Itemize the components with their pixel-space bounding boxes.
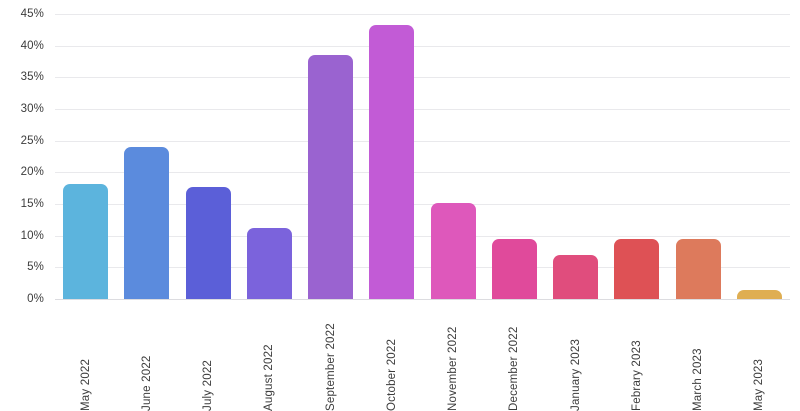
bar[interactable] [308, 54, 354, 299]
y-axis-tick-label: 20% [20, 166, 44, 179]
y-axis-tick-label: 5% [27, 261, 44, 274]
gridline [55, 204, 790, 205]
y-axis-tick-label: 10% [20, 229, 44, 242]
x-axis-tick-label: September 2022 [324, 323, 337, 411]
x-axis-tick: Febrary 2023 [606, 303, 667, 411]
gridline [55, 109, 790, 110]
x-axis-tick-label: July 2022 [202, 359, 215, 411]
bar-slot [300, 14, 361, 299]
y-axis-tick-label: 45% [20, 8, 44, 20]
x-axis-tick-label: December 2022 [508, 326, 521, 411]
x-axis-tick: November 2022 [423, 303, 484, 411]
x-axis-tick: January 2023 [545, 303, 606, 411]
x-axis-tick-label: May 2022 [79, 358, 92, 411]
x-axis-tick: October 2022 [361, 303, 422, 411]
gridline [55, 45, 790, 47]
bar-slot [178, 14, 239, 299]
x-axis-tick-label: November 2022 [447, 326, 460, 411]
bar[interactable] [246, 228, 292, 299]
bar[interactable] [185, 186, 231, 299]
x-axis-tick-label: August 2022 [263, 344, 276, 411]
x-axis-tick-label: May 2023 [753, 358, 766, 411]
x-axis-tick: July 2022 [178, 303, 239, 411]
axis-baseline [55, 299, 790, 300]
bar[interactable] [369, 24, 415, 299]
bar-slot [116, 14, 177, 299]
gridline [55, 235, 790, 237]
x-axis: May 2022 June 2022 July 2022 August 2022 Sep… [55, 303, 790, 411]
bar[interactable] [124, 147, 170, 299]
y-axis-tick-label: 15% [20, 198, 44, 210]
gridlines [55, 0, 790, 411]
x-axis-tick: August 2022 [239, 303, 300, 411]
x-axis-tick: May 2023 [729, 303, 790, 411]
x-axis-tick: May 2022 [55, 303, 116, 411]
gridline [55, 77, 790, 79]
x-axis-tick: June 2022 [116, 303, 177, 411]
bar[interactable] [491, 238, 537, 299]
bar-slot [423, 14, 484, 299]
bar-slot [668, 14, 729, 299]
gridline [55, 14, 790, 15]
bar[interactable] [736, 290, 782, 299]
bar-slot [239, 14, 300, 299]
bar-slot [545, 14, 606, 299]
y-axis-tick-label: 35% [20, 71, 44, 84]
bar-slot [606, 14, 667, 299]
y-axis-tick-label: 0% [27, 293, 44, 305]
x-axis-tick-label: October 2022 [385, 338, 398, 411]
x-axis-tick: September 2022 [300, 303, 361, 411]
gridline [55, 267, 790, 269]
gridline [55, 140, 790, 142]
bar-slot [55, 14, 116, 299]
y-axis-tick-label: 40% [20, 39, 44, 52]
x-axis-tick-label: March 2023 [692, 348, 705, 411]
bar-slot [729, 14, 790, 299]
bar-slot [484, 14, 545, 299]
bar-slot [361, 14, 422, 299]
x-axis-tick: March 2023 [668, 303, 729, 411]
bar[interactable] [430, 202, 476, 299]
bar[interactable] [675, 238, 721, 299]
bar[interactable] [553, 254, 599, 299]
plot-area [55, 14, 790, 299]
x-axis-tick-label: June 2022 [140, 355, 153, 411]
y-axis: 0% 5% 10% 15% 20% 25% 30% 35% 40% 45% [0, 0, 52, 411]
x-axis-tick: December 2022 [484, 303, 545, 411]
x-axis-tick-label: Febrary 2023 [630, 340, 643, 411]
y-axis-tick-label: 30% [20, 103, 44, 115]
bar[interactable] [63, 184, 109, 299]
y-axis-tick-label: 25% [20, 134, 44, 147]
gridline [55, 172, 790, 174]
x-axis-tick-label: January 2023 [569, 338, 582, 411]
bar[interactable] [614, 239, 660, 299]
